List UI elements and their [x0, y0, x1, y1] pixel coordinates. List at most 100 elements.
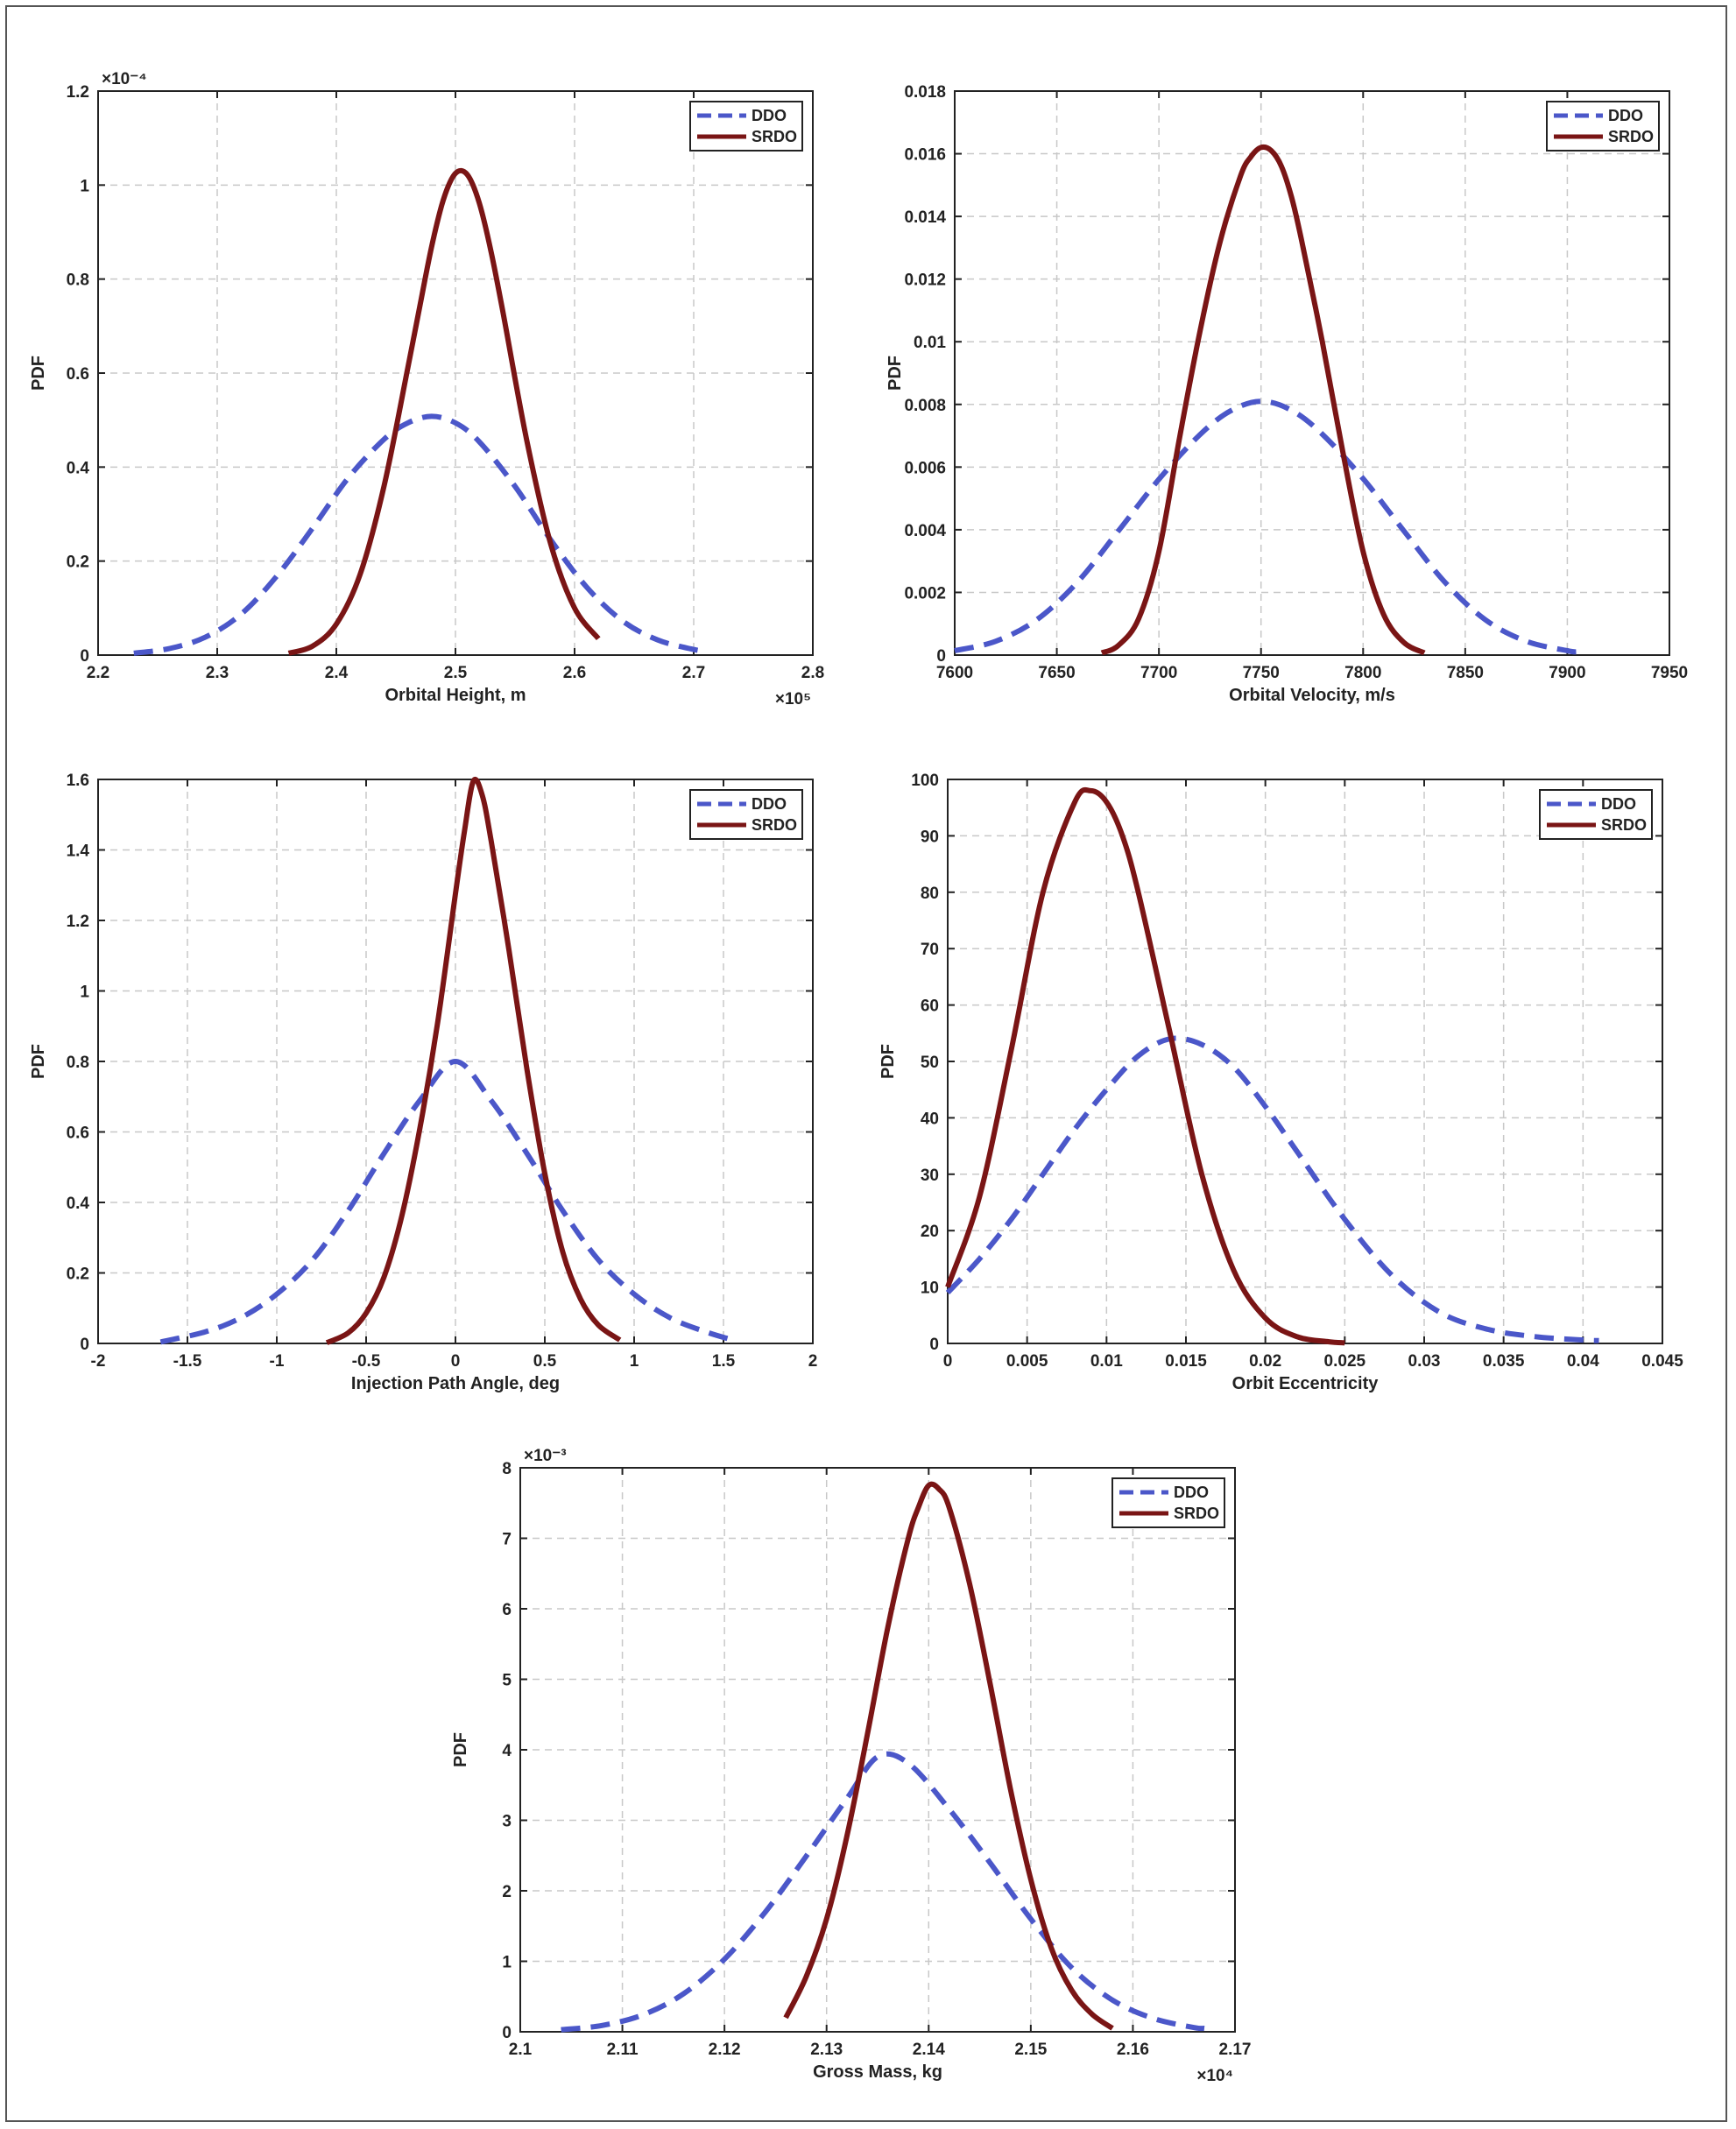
y-tick-label: 0.008	[904, 397, 946, 415]
x-tick-label: 2.15	[1014, 2041, 1047, 2059]
series-line-ddo	[945, 1035, 1599, 1343]
y-tick-label: 4	[502, 1742, 512, 1760]
x-tick-label: -1	[270, 1352, 285, 1371]
y-axis-label: PDF	[29, 1044, 48, 1079]
x-tick-label: 7950	[1651, 664, 1688, 682]
y-tick-label: 5	[502, 1672, 512, 1690]
y-tick-label: 1	[80, 983, 89, 1002]
x-tick-label: -2	[91, 1352, 106, 1371]
x-axis-label: Orbital Height, m	[385, 686, 526, 705]
x-axis-label: Orbital Velocity, m/s	[1229, 686, 1395, 705]
series-line-srdo	[783, 1481, 1114, 2031]
y-tick-label: 0.002	[904, 584, 946, 603]
y-tick-label: 90	[921, 828, 939, 846]
x-tick-label: 0.01	[1090, 1352, 1123, 1371]
y-tick-label: 1	[80, 177, 89, 195]
x-tick-label: 7800	[1344, 664, 1381, 682]
y-tick-label: 8	[502, 1460, 512, 1478]
chart-orbital-velocity: 7600 7650 7700 7750 7800 7850 7900 7950 0 0.002 0.…	[886, 83, 1688, 705]
y-tick-label: 0	[929, 1336, 939, 1354]
x-tick-label: 7600	[936, 664, 973, 682]
series-line-srdo	[325, 777, 622, 1345]
legend-label-ddo: DDO	[1608, 107, 1643, 124]
legend-label-ddo: DDO	[1174, 1484, 1209, 1501]
x-tick-label: 1	[630, 1352, 639, 1371]
x-tick-label: 0.02	[1249, 1352, 1281, 1371]
x-tick-label: 2.11	[607, 2041, 639, 2059]
x-tick-label: 2.14	[913, 2041, 945, 2059]
y-tick-label: 0.014	[904, 208, 946, 227]
x-tick-label: -0.5	[352, 1352, 381, 1371]
legend-label-ddo: DDO	[752, 795, 787, 813]
x-tick-label: 7850	[1447, 664, 1484, 682]
y-tick-label: 40	[921, 1110, 939, 1128]
figure-frame	[5, 5, 1727, 2122]
x-tick-label: 7750	[1243, 664, 1280, 682]
y-tick-label: 100	[911, 772, 939, 790]
y-tick-label: 1.6	[67, 772, 89, 790]
y-tick-label: 1.2	[67, 83, 89, 102]
legend-label-srdo: SRDO	[752, 128, 797, 145]
y-tick-label: 30	[921, 1167, 939, 1185]
x-axis-label: Injection Path Angle, deg	[351, 1374, 560, 1393]
x-axis-label: Orbit Eccentricity	[1232, 1374, 1380, 1393]
x-tick-label: 1.5	[712, 1352, 736, 1371]
x-tick-label: 2.8	[801, 664, 824, 682]
x-axis-label: Gross Mass, kg	[813, 2062, 942, 2082]
legend-box	[1546, 101, 1660, 152]
x-tick-label: 0.045	[1641, 1352, 1683, 1371]
y-tick-label: 1.4	[67, 842, 90, 861]
y-exponent-label: ×10⁻⁴	[102, 70, 147, 88]
y-tick-label: 3	[502, 1813, 512, 1831]
y-tick-label: 0.6	[67, 1124, 89, 1143]
x-tick-label: 0.04	[1567, 1352, 1599, 1371]
legend-label-srdo: SRDO	[1174, 1505, 1219, 1522]
x-tick-label: 0	[943, 1352, 953, 1371]
series-line-srdo	[945, 786, 1345, 1346]
y-tick-label: 0.6	[67, 365, 89, 384]
y-tick-label: 10	[921, 1280, 939, 1298]
x-tick-label: 2.1	[509, 2041, 533, 2059]
x-tick-label: -1.5	[173, 1352, 202, 1371]
y-tick-label: 0	[502, 2024, 512, 2042]
y-tick-label: 60	[921, 998, 939, 1016]
y-tick-label: 0.012	[904, 271, 946, 290]
series-line-ddo	[159, 1059, 734, 1345]
x-tick-label: 0.005	[1006, 1352, 1048, 1371]
x-tick-label: 2.7	[682, 664, 705, 682]
legend-label-ddo: DDO	[752, 107, 787, 124]
x-tick-label: 2.17	[1219, 2041, 1252, 2059]
series-line-ddo	[561, 1751, 1205, 2033]
y-axis-label: PDF	[451, 1732, 470, 1767]
y-tick-label: 0.016	[904, 146, 946, 165]
x-exponent-label: ×10⁵	[775, 690, 811, 708]
legend-label-srdo: SRDO	[752, 816, 797, 834]
series-line-srdo	[287, 167, 601, 656]
legend-label-ddo: DDO	[1601, 795, 1636, 813]
y-tick-label: 1.2	[67, 913, 89, 931]
legend-box	[689, 789, 803, 840]
legend-label-srdo: SRDO	[1601, 816, 1647, 834]
series-line-ddo	[954, 398, 1578, 655]
series-line-srdo	[1100, 144, 1426, 656]
x-tick-label: 2.2	[87, 664, 109, 682]
y-tick-label: 20	[921, 1223, 939, 1241]
x-tick-label: 2.5	[444, 664, 468, 682]
y-tick-label: 0.4	[67, 459, 90, 477]
legend-box	[1539, 789, 1653, 840]
x-tick-label: 0	[451, 1352, 461, 1371]
y-exponent-label: ×10⁻³	[524, 1447, 567, 1465]
chart-orbit-eccentricity: 0 0.005 0.01 0.015 0.02 0.025 0.03 0.035 0.04 0.0…	[879, 772, 1683, 1393]
legend: DDO SRDO	[1539, 789, 1653, 840]
x-tick-label: 2.3	[206, 664, 229, 682]
x-tick-label: 0.025	[1324, 1352, 1366, 1371]
x-tick-label: 2.16	[1117, 2041, 1149, 2059]
x-tick-label: 0.035	[1483, 1352, 1525, 1371]
y-tick-label: 0.2	[67, 1265, 89, 1284]
y-tick-label: 0.8	[67, 1054, 89, 1072]
y-axis-label: PDF	[29, 356, 48, 391]
legend-box	[689, 101, 803, 152]
x-tick-label: 0.03	[1408, 1352, 1441, 1371]
y-tick-label: 0.006	[904, 459, 946, 477]
